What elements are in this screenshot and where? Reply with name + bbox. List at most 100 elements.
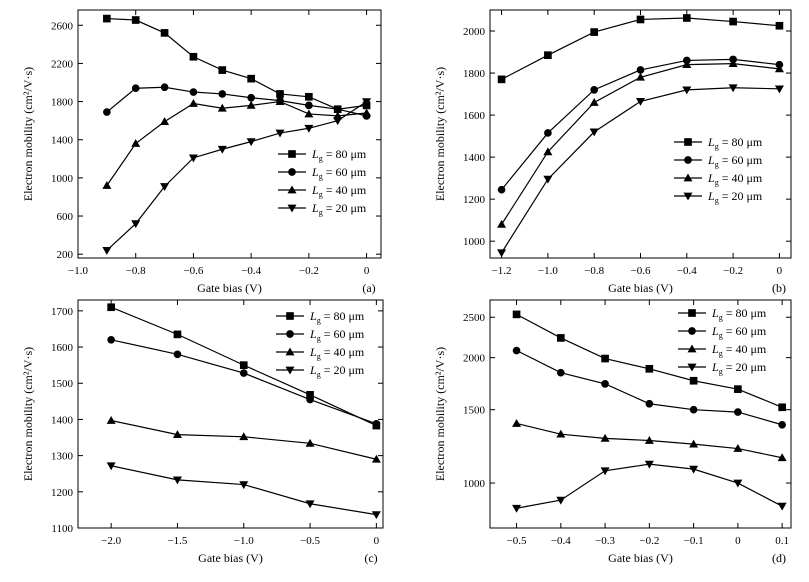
legend-label: Lg = 60 μm	[311, 165, 367, 181]
panel-label: (d)	[772, 551, 786, 565]
data-point	[544, 51, 552, 60]
data-point	[106, 462, 116, 471]
y-tick-label: 1000	[463, 478, 486, 490]
data-point	[239, 369, 248, 377]
y-tick-label: 2200	[51, 58, 74, 70]
x-tick-label: −0.8	[584, 265, 604, 277]
data-point	[239, 432, 249, 441]
panel-label: (a)	[362, 281, 375, 295]
series-4	[512, 460, 787, 513]
chart-panel-1: −1.0 −0.8 −0.6 −0.4 −0.2 0 200 600 1000 1400 1800 2…	[21, 9, 382, 295]
legend-entry: Lg = 20 μm	[674, 189, 763, 205]
plot-frame	[489, 9, 792, 259]
data-point	[728, 84, 738, 93]
data-point	[774, 64, 784, 73]
y-tick-label: 1300	[51, 451, 74, 463]
x-tick-label: 0	[777, 265, 783, 277]
data-point	[218, 90, 227, 98]
legend: Lg = 80 μm Lg = 60 μm Lg = 40 μm Lg = 20 μm	[276, 309, 365, 379]
legend-marker	[683, 173, 693, 182]
y-tick-label: 1200	[463, 194, 486, 206]
data-point	[371, 511, 381, 520]
x-tick-label: −1.2	[492, 265, 512, 277]
data-point	[189, 88, 198, 96]
data-point	[160, 29, 169, 37]
legend-label: Lg = 60 μm	[711, 324, 767, 340]
y-tick-label: 1000	[463, 236, 486, 248]
legend-label: Lg = 80 μm	[707, 135, 763, 151]
y-tick-label: 1400	[51, 135, 74, 147]
y-tick-label: 1000	[51, 173, 74, 185]
data-point	[371, 454, 381, 463]
data-point	[689, 405, 698, 414]
series-1	[103, 14, 371, 114]
x-tick-label: −0.2	[299, 265, 319, 277]
data-point	[729, 17, 737, 26]
y-tick-label: 1200	[51, 487, 74, 499]
legend-entry: Lg = 40 μm	[674, 171, 763, 187]
legend-label: Lg = 40 μm	[309, 345, 365, 361]
series-3	[512, 418, 787, 462]
y-tick-label: 1700	[51, 306, 74, 318]
y-axis-label: Electron mobility (cm²/V·s)	[21, 67, 35, 201]
series-line	[106, 17, 367, 110]
data-point	[636, 98, 645, 106]
legend-label: Lg = 40 μm	[311, 183, 367, 199]
y-tick-label: 2000	[463, 26, 486, 38]
x-tick-label: −0.4	[241, 265, 261, 277]
data-point	[239, 481, 249, 490]
data-point	[173, 350, 182, 359]
x-tick-label: −0.4	[677, 265, 697, 277]
data-point	[544, 129, 552, 137]
legend-label: Lg = 60 μm	[707, 153, 763, 169]
legend-marker	[688, 327, 696, 335]
data-point	[733, 479, 743, 488]
data-point	[305, 92, 313, 101]
data-point	[103, 14, 111, 23]
data-point	[644, 460, 654, 469]
data-point	[589, 128, 599, 137]
data-point	[372, 419, 381, 428]
data-point	[131, 220, 141, 229]
data-point	[246, 100, 256, 109]
x-axis-label: Gate bias (V)	[608, 551, 673, 565]
x-tick-label: 0.1	[775, 535, 789, 547]
data-point	[306, 390, 314, 399]
legend-label: Lg = 80 μm	[711, 306, 767, 322]
x-tick-label: −0.3	[595, 535, 615, 547]
data-point	[304, 109, 314, 118]
series-1	[497, 14, 784, 84]
data-point	[107, 335, 115, 344]
legend-marker	[684, 138, 692, 146]
panel-label: (c)	[364, 551, 377, 565]
data-point	[173, 330, 182, 339]
y-tick-label: 1500	[463, 405, 486, 417]
legend: Lg = 80 μm Lg = 60 μm Lg = 40 μm Lg = 20 μm	[674, 135, 763, 205]
x-tick-label: −2.0	[101, 535, 121, 547]
data-point	[774, 85, 784, 94]
legend-marker	[683, 192, 693, 201]
x-tick-label: 0	[364, 265, 370, 277]
data-point	[102, 181, 112, 189]
data-point	[246, 138, 256, 147]
data-point	[188, 98, 198, 107]
x-tick-label: −1.0	[234, 535, 254, 547]
x-tick-label: −1.5	[167, 535, 187, 547]
legend-entry: Lg = 20 μm	[278, 201, 367, 217]
legend-marker	[687, 363, 697, 372]
x-tick-label: −0.6	[183, 265, 203, 277]
legend-label: Lg = 20 μm	[711, 360, 767, 376]
data-point	[333, 117, 343, 126]
data-point	[305, 101, 313, 110]
series-2	[512, 346, 786, 429]
data-point	[131, 84, 140, 93]
series-2	[107, 335, 381, 428]
legend-marker	[285, 347, 295, 356]
legend-entry: Lg = 20 μm	[678, 360, 767, 376]
data-point	[131, 16, 140, 24]
data-point	[590, 86, 599, 94]
data-point	[497, 219, 507, 228]
data-point	[728, 59, 738, 67]
data-point	[304, 124, 314, 133]
